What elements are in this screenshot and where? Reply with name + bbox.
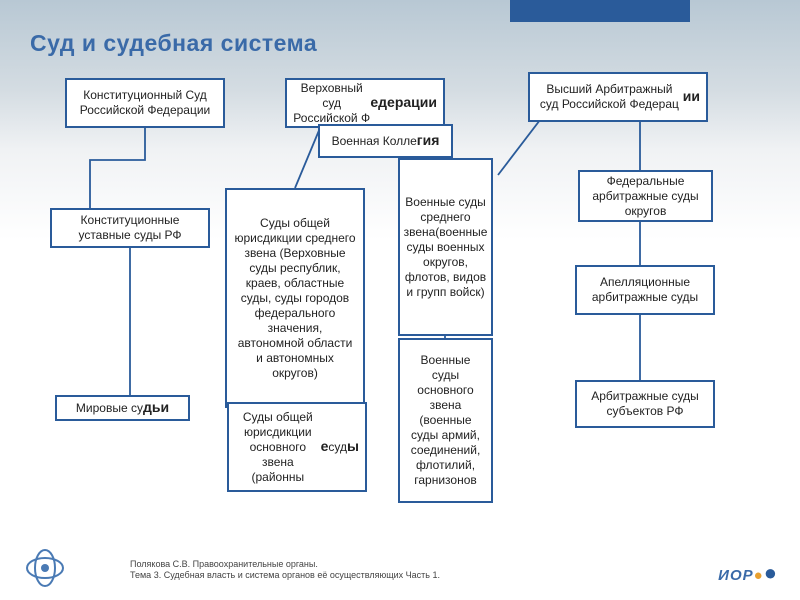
node-supreme: Верховный суд Российской Федерации	[285, 78, 445, 128]
node-fed_arbitr: Федеральные арбитражные суды округов	[578, 170, 713, 222]
node-appeal_arbitr: Апелляционные арбитражные суды	[575, 265, 715, 315]
edge-arbitr_high-mil_mid	[498, 120, 540, 175]
edge-const_court-const_ustav	[90, 128, 145, 208]
node-general_mid: Суды общей юрисдикции среднего звена (Ве…	[225, 188, 365, 408]
footer-line2: Тема 3. Судебная власть и система органо…	[130, 570, 440, 582]
node-const_ustav: Конституционные уставные суды РФ	[50, 208, 210, 248]
node-arbitr_subj: Арбитражные суды субъектов РФ	[575, 380, 715, 428]
logo-left-icon	[18, 548, 72, 588]
node-mil_mid: Военные суды среднего звена(военные суды…	[398, 158, 493, 336]
node-arbitr_high: Высший Арбитражный суд Российской Федера…	[528, 72, 708, 122]
logo-right: ИОР●●	[718, 560, 778, 586]
page-title: Суд и судебная система	[30, 30, 317, 57]
node-general_main: Суды общей юрисдикции основного звена (р…	[227, 402, 367, 492]
node-mirovye: Мировые судьи	[55, 395, 190, 421]
node-military_coll: Военная Коллегия	[318, 124, 453, 158]
edge-supreme-general_mid	[295, 128, 320, 188]
footer-line1: Полякова С.В. Правоохранительные органы.	[130, 559, 440, 571]
top-accent-bar	[510, 0, 690, 22]
node-const_court: Конституционный Суд Российской Федерации	[65, 78, 225, 128]
node-mil_main: Военные суды основного звена (военные су…	[398, 338, 493, 503]
footer-text: Полякова С.В. Правоохранительные органы.…	[130, 559, 440, 582]
